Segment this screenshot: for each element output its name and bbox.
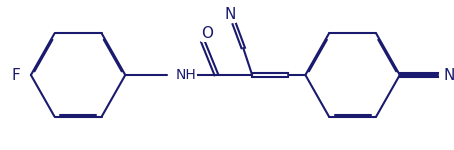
Text: NH: NH	[175, 68, 196, 82]
Text: N: N	[443, 68, 454, 82]
Text: O: O	[202, 26, 213, 41]
Text: N: N	[224, 7, 236, 22]
Text: F: F	[11, 68, 20, 82]
